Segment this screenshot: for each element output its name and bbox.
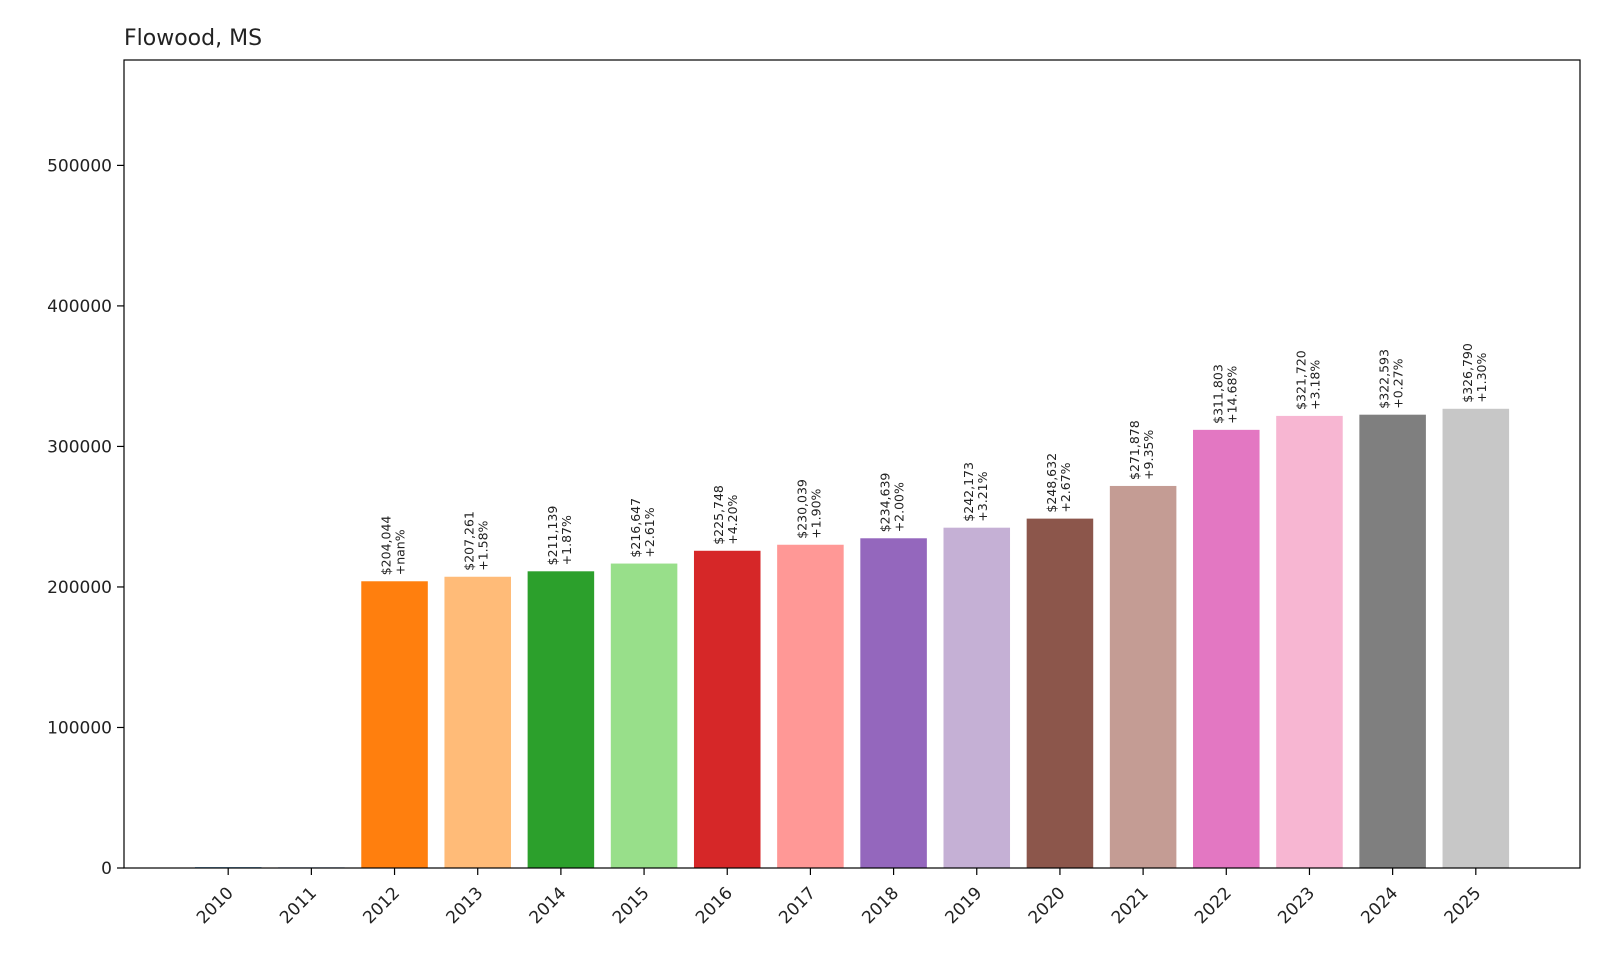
bar-value-label-2012: $204,044 xyxy=(379,516,394,576)
x-tick-label-2022: 2022 xyxy=(1191,883,1236,928)
y-tick-label-100000: 100000 xyxy=(47,718,112,738)
bar-value-label-2021: $271,878 xyxy=(1127,420,1142,480)
bar-change-label-2017: +1.90% xyxy=(808,488,823,538)
bar-value-label-2014: $211,139 xyxy=(545,506,560,566)
x-tick-label-2010: 2010 xyxy=(193,883,238,928)
y-tick-label-400000: 400000 xyxy=(47,297,112,317)
y-tick-label-500000: 500000 xyxy=(47,156,112,176)
x-tick-label-2025: 2025 xyxy=(1441,883,1486,928)
bar-change-label-2018: +2.00% xyxy=(892,482,907,532)
bar-2022 xyxy=(1193,429,1260,868)
bar-value-label-2013: $207,261 xyxy=(462,511,477,571)
bar-2016 xyxy=(693,550,761,868)
bar-2015 xyxy=(610,563,678,868)
y-tick-label-300000: 300000 xyxy=(47,437,112,457)
bar-2020 xyxy=(1026,518,1094,868)
y-tick-label-200000: 200000 xyxy=(47,578,112,598)
bar-value-label-2018: $234,639 xyxy=(878,473,893,533)
bar-change-label-2013: +1.58% xyxy=(476,520,491,570)
bar-value-label-2015: $216,647 xyxy=(628,498,643,558)
x-tick-label-2017: 2017 xyxy=(775,883,820,928)
bar-change-label-2014: +1.87% xyxy=(559,515,574,565)
x-tick-label-2020: 2020 xyxy=(1025,883,1070,928)
bar-change-label-2020: +2.67% xyxy=(1058,462,1073,512)
x-tick-label-2016: 2016 xyxy=(692,883,737,928)
x-tick-label-2024: 2024 xyxy=(1357,883,1402,928)
value-labels-group: $204,044 +nan% $207,261 +1.58% $211,139 +1.87… xyxy=(379,343,1489,575)
bar-change-label-2022: +14.68% xyxy=(1224,366,1239,424)
bar-value-label-2024: $322,593 xyxy=(1377,349,1392,409)
x-tick-label-2018: 2018 xyxy=(858,883,903,928)
bar-2012 xyxy=(361,581,428,868)
bar-change-label-2016: +4.20% xyxy=(725,494,740,544)
bar-2018 xyxy=(860,538,927,868)
x-tick-label-2012: 2012 xyxy=(359,883,404,928)
bar-change-label-2021: +9.35% xyxy=(1141,430,1156,480)
x-tick-label-2014: 2014 xyxy=(526,883,571,928)
bar-2023 xyxy=(1276,415,1343,868)
bar-change-label-2019: +3.21% xyxy=(975,471,990,521)
bar-2014 xyxy=(527,571,595,868)
bar-value-label-2022: $311,803 xyxy=(1210,364,1225,424)
x-tick-label-2013: 2013 xyxy=(443,883,488,928)
bar-2024 xyxy=(1359,414,1426,868)
bar-change-label-2015: +2.61% xyxy=(642,507,657,557)
bar-value-label-2025: $326,790 xyxy=(1460,343,1475,403)
plot-frame xyxy=(123,59,1581,869)
bar-2025 xyxy=(1442,408,1510,868)
bars-group xyxy=(194,408,1510,868)
chart-title: Flowood, MS xyxy=(124,26,262,51)
x-tick-label-2023: 2023 xyxy=(1274,883,1319,928)
bar-value-label-2020: $248,632 xyxy=(1044,453,1059,513)
bar-change-label-2024: +0.27% xyxy=(1391,358,1406,408)
bar-change-label-2023: +3.18% xyxy=(1307,360,1322,410)
x-tick-label-2015: 2015 xyxy=(609,883,654,928)
bar-change-label-2012: +nan% xyxy=(393,529,408,575)
bar-value-label-2023: $321,720 xyxy=(1293,350,1308,410)
y-tick-label-0: 0 xyxy=(101,859,112,879)
bar-2013 xyxy=(444,576,511,868)
x-tick-label-2021: 2021 xyxy=(1108,883,1153,928)
bar-value-label-2017: $230,039 xyxy=(794,479,809,539)
x-tick-label-2011: 2011 xyxy=(276,883,321,928)
bar-change-label-2025: +1.30% xyxy=(1474,352,1489,402)
bar-2021 xyxy=(1109,485,1177,868)
bar-2019 xyxy=(943,527,1011,868)
bar-value-label-2019: $242,173 xyxy=(961,462,976,522)
bar-2017 xyxy=(777,544,844,868)
bar-value-label-2016: $225,748 xyxy=(711,485,726,545)
x-tick-label-2019: 2019 xyxy=(942,883,987,928)
